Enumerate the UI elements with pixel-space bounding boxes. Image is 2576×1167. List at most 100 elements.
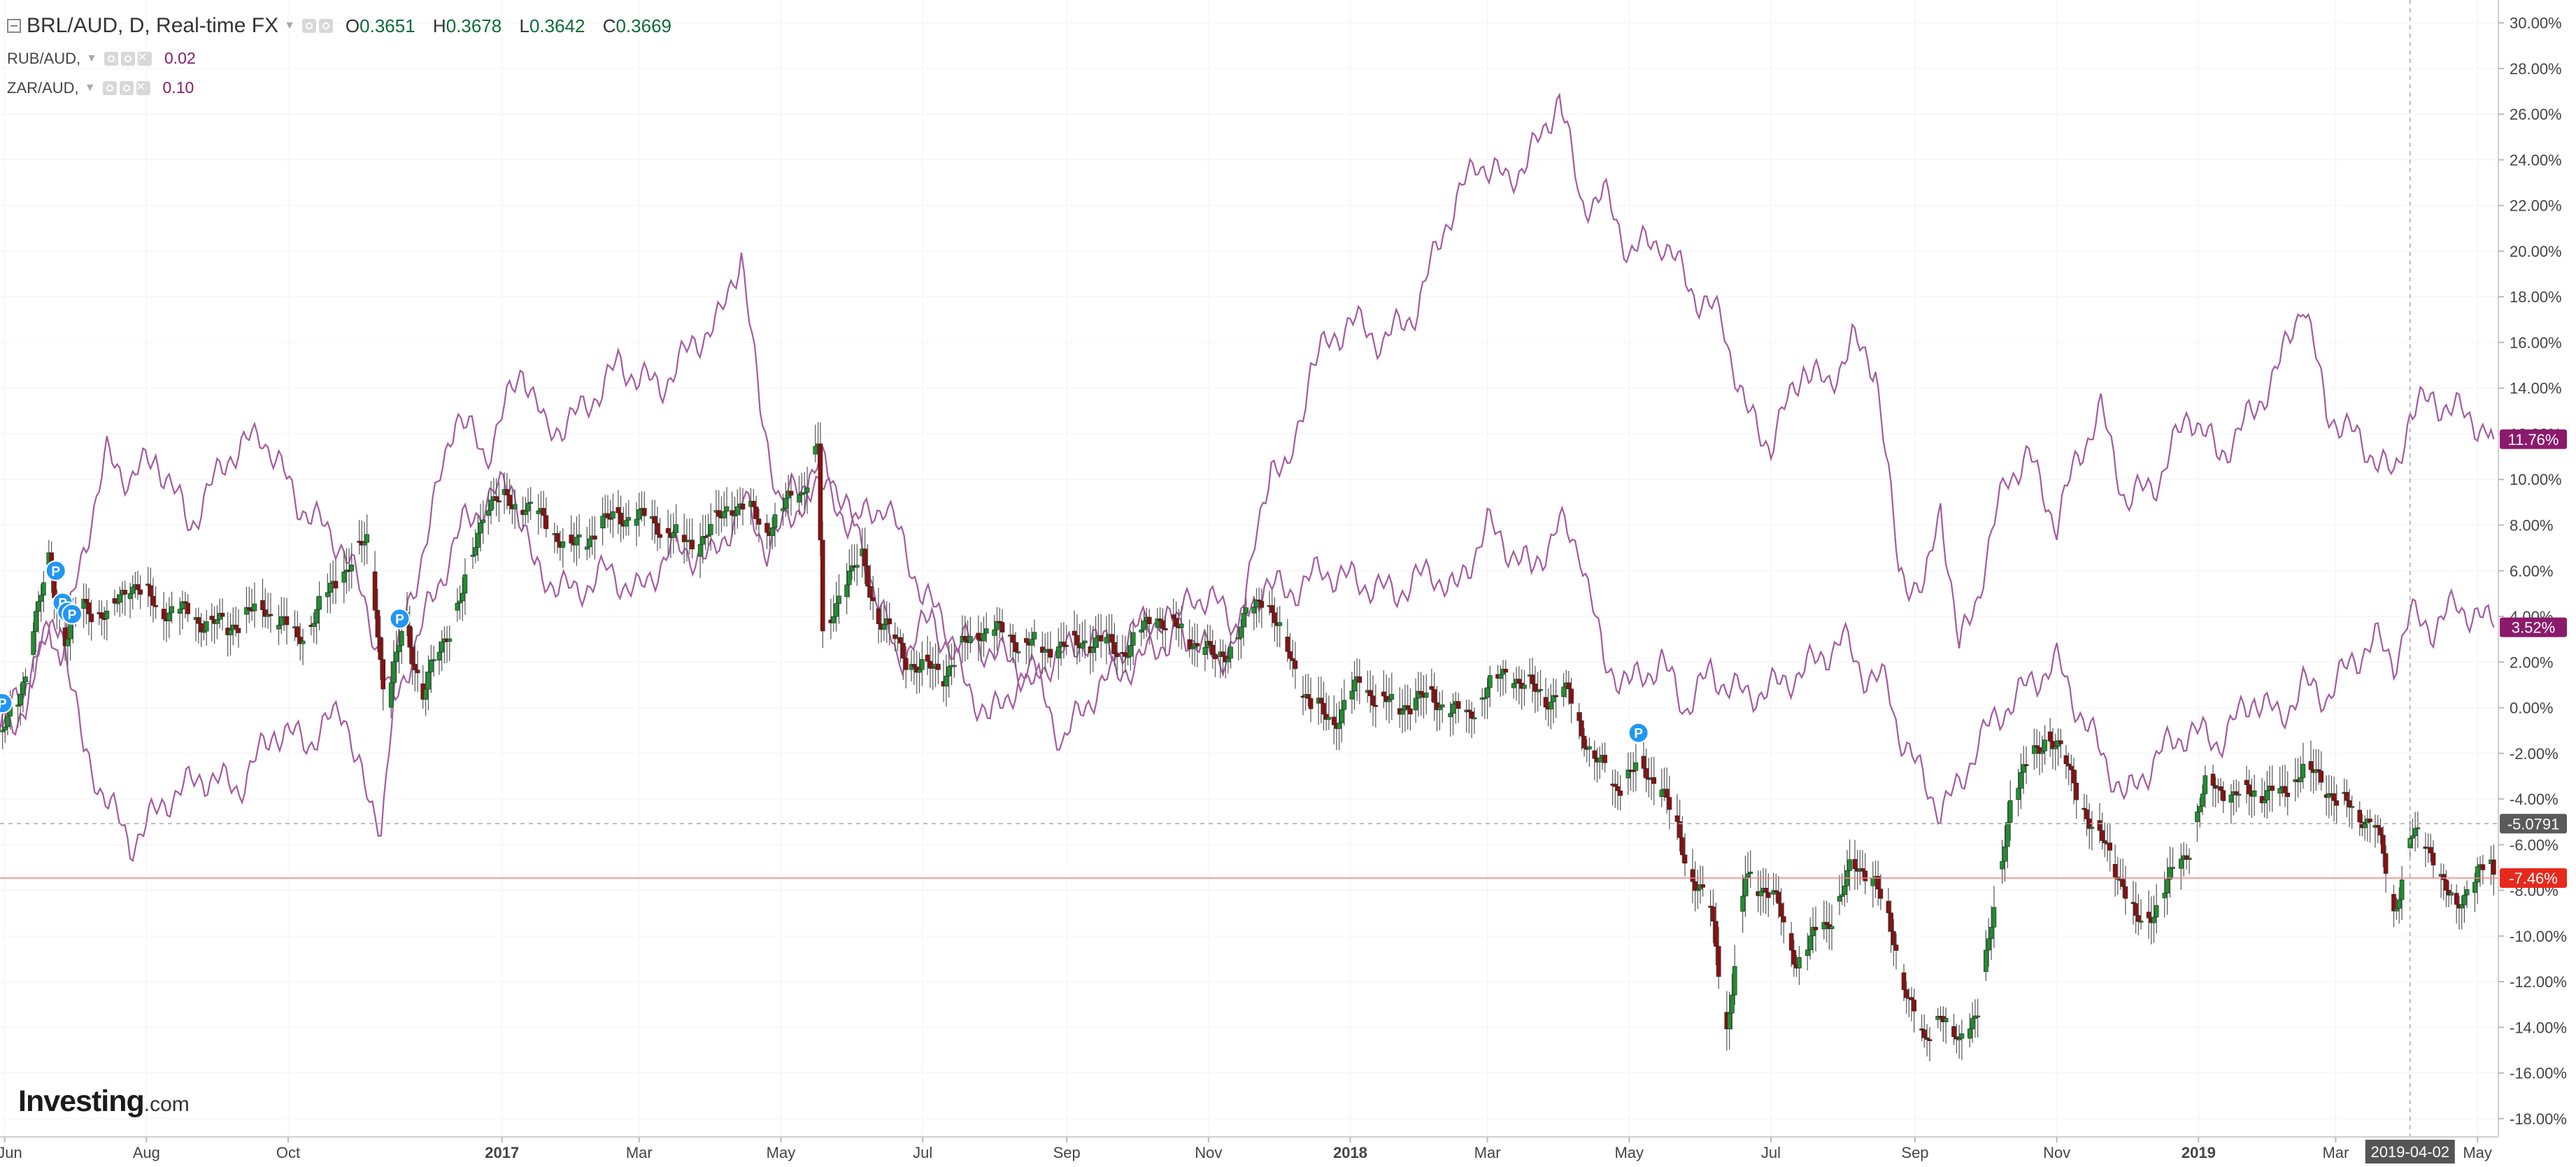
candle-body [462,574,468,594]
event-marker[interactable]: P [389,608,411,630]
candle-body [1748,871,1753,875]
candle [460,577,465,621]
candle [431,645,436,677]
candle-body [797,494,802,503]
candle-body [1745,873,1751,878]
candle [1779,888,1784,935]
compare-symbol[interactable]: RUB/AUD, [7,49,81,67]
candle-body [983,628,989,634]
event-marker[interactable]: P [1628,722,1649,744]
close-icon[interactable] [137,50,152,66]
candle-body [122,590,127,595]
candle [1072,610,1077,657]
y-tick-label: 18.00% [2510,288,2562,306]
candle [247,586,252,623]
candle [802,472,807,511]
value-label-text: -5.0791 [2507,815,2560,833]
candle-body [2298,777,2303,782]
candle-body [1342,700,1347,710]
candle [2195,803,2200,842]
candle [2391,884,2396,928]
settings-icon[interactable] [119,80,134,95]
visibility-icon[interactable] [104,51,118,66]
event-marker[interactable]: P [62,603,83,625]
event-marker[interactable]: P [45,560,66,581]
candle-body [1179,623,1184,628]
value-label-text: 11.76% [2508,431,2559,448]
y-tick-label: 22.00% [2510,197,2562,215]
candle-body [724,506,730,512]
visibility-icon[interactable] [301,19,316,33]
candle-body [1080,642,1085,649]
candle [1941,1006,1946,1042]
candle-body [1551,695,1556,702]
candle-body [528,502,534,504]
chevron-down-icon[interactable]: ▼ [86,52,97,64]
compare-legend-zar: ZAR/AUD, ▼ 0.10 [7,78,194,97]
candle [1277,606,1283,648]
open-value: 0.3651 [360,15,415,36]
candle [2249,778,2254,819]
candle [1516,666,1522,705]
candle-body [2247,784,2252,795]
candle-body [1293,660,1298,670]
candle [2368,809,2372,843]
candle [576,514,582,559]
candle [462,558,468,615]
settings-icon[interactable] [120,51,135,66]
visibility-icon[interactable] [102,80,117,95]
candle-body [2074,782,2079,800]
candle-body [1904,989,1909,998]
marker-badge[interactable] [0,693,13,714]
event-marker[interactable]: P [0,693,13,714]
candle-body [1141,621,1146,630]
candle [2362,815,2368,841]
candle [995,607,999,651]
candle [1921,1014,1927,1048]
candle-body [611,511,615,519]
candle-body [1139,629,1144,632]
candle [327,563,333,614]
candle [1029,627,1034,661]
candle [584,526,590,560]
main-symbol[interactable]: BRL/AUD, D, Real-time FX [27,14,279,37]
candle [2247,770,2252,816]
marker-badge[interactable] [62,603,83,625]
compare-symbol[interactable]: ZAR/AUD, [7,78,79,97]
candle [1064,625,1069,656]
candle-body [1171,614,1176,619]
candle [1195,623,1200,667]
marker-badge[interactable] [1628,722,1649,744]
candle [1383,674,1389,721]
candle [2251,775,2257,816]
chevron-down-icon[interactable]: ▼ [84,81,96,94]
settings-icon[interactable] [318,19,333,33]
candle [196,607,201,644]
candle [2372,814,2378,848]
candle [2210,764,2216,807]
candle-body [2270,786,2275,791]
candle-body [1837,896,1842,902]
ohlc-values: O0.3651 H0.3678 L0.3642 C0.3669 [345,15,672,36]
collapse-legend-button[interactable] [7,19,21,33]
chevron-down-icon[interactable]: ▼ [284,20,295,31]
candle [391,640,397,700]
candle [2047,718,2053,757]
marker-badge[interactable] [389,608,411,630]
candle-body [703,536,709,538]
close-icon[interactable] [136,80,150,95]
candle [2170,847,2175,879]
candle [2162,871,2168,918]
candle-body [436,651,442,661]
candle-body [1577,712,1581,721]
candle [1988,906,1994,960]
candle-body [946,666,952,677]
candle-body [86,602,92,614]
candle [1326,695,1332,730]
candles [0,422,2496,1062]
marker-badge[interactable] [45,560,66,581]
candle [732,496,737,535]
candle [447,625,453,661]
candle-body [104,610,110,619]
